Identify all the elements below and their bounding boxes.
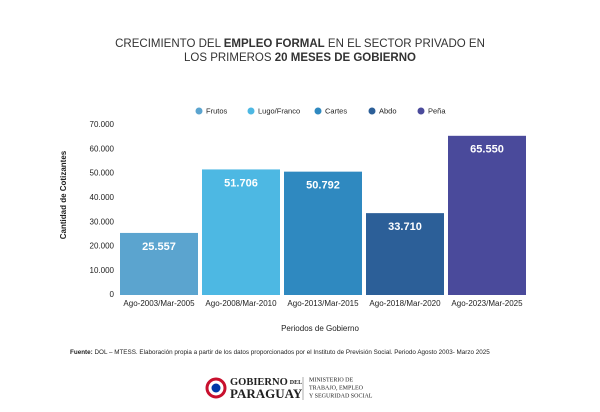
y-axis-label: Cantidad de Cotizantes — [59, 150, 68, 239]
logo-gov-1: GOBIERNO — [230, 377, 288, 388]
source-text: DOL – MTESS. Elaboración propia a partir… — [93, 349, 491, 356]
bar — [284, 171, 362, 295]
y-tick-label: 20.000 — [90, 242, 115, 251]
legend-label: Cartes — [325, 106, 347, 115]
x-tick-label: Ago-2013/Mar-2015 — [287, 299, 359, 308]
bar — [202, 169, 280, 295]
title-segment: LOS PRIMEROS — [184, 52, 275, 64]
logo-ministry: MINISTERIO DE — [309, 377, 353, 383]
legend-swatch — [195, 107, 203, 115]
bar-value-label: 50.792 — [306, 180, 340, 192]
y-tick-label: 30.000 — [90, 217, 115, 226]
logo-gov-3: PARAGUAY — [230, 386, 303, 401]
chart-title: LOS PRIMEROS 20 MESES DE GOBIERNO — [184, 52, 416, 64]
y-tick-label: 70.000 — [90, 120, 115, 129]
logo: GOBIERNO DEL PARAGUAY MINISTERIO DE TRABA… — [205, 377, 373, 401]
title-segment: EMPLEO FORMAL — [224, 38, 325, 50]
source: Fuente: DOL – MTESS. Elaboración propia … — [70, 349, 490, 356]
x-tick-label: Ago-2018/Mar-2020 — [369, 299, 441, 308]
legend-label: Peña — [428, 106, 446, 115]
y-tick-label: 60.000 — [90, 144, 115, 153]
logo-gov: GOBIERNO DEL — [230, 377, 302, 388]
x-axis-label: Periodos de Gobierno — [281, 324, 359, 333]
y-tick-label: 0 — [110, 290, 115, 299]
bar-value-label: 33.710 — [388, 221, 422, 233]
bar — [366, 213, 444, 295]
logo-gov-2: DEL — [290, 380, 302, 386]
y-tick-label: 40.000 — [90, 193, 115, 202]
logo-ministry: Y SEGURIDAD SOCIAL — [309, 393, 373, 399]
legend-label: Lugo/Franco — [258, 106, 300, 115]
legend-swatch — [314, 107, 322, 115]
chart-title: CRECIMIENTO DEL EMPLEO FORMAL EN EL SECT… — [115, 38, 485, 50]
y-tick-label: 50.000 — [90, 169, 115, 178]
legend-label: Abdo — [379, 106, 397, 115]
logo-ministry: TRABAJO, EMPLEO — [309, 385, 364, 391]
bar — [120, 232, 198, 295]
bar — [448, 135, 526, 295]
legend-swatch — [368, 107, 376, 115]
x-tick-label: Ago-2023/Mar-2025 — [451, 299, 523, 308]
bar-value-label: 25.557 — [142, 241, 176, 253]
title-segment: CRECIMIENTO DEL — [115, 38, 224, 50]
title-segment: EN EL SECTOR PRIVADO EN — [325, 38, 485, 50]
logo-emblem-center — [211, 383, 221, 393]
x-tick-label: Ago-2003/Mar-2005 — [123, 299, 195, 308]
title-segment: 20 MESES DE GOBIERNO — [275, 52, 416, 64]
y-tick-label: 10.000 — [90, 266, 115, 275]
legend-swatch — [247, 107, 255, 115]
source-label: Fuente: — [70, 349, 93, 356]
bar-value-label: 51.706 — [224, 177, 258, 189]
x-tick-label: Ago-2008/Mar-2010 — [205, 299, 277, 308]
legend-label: Frutos — [206, 106, 228, 115]
bar-value-label: 65.550 — [470, 144, 504, 156]
legend-swatch — [417, 107, 425, 115]
